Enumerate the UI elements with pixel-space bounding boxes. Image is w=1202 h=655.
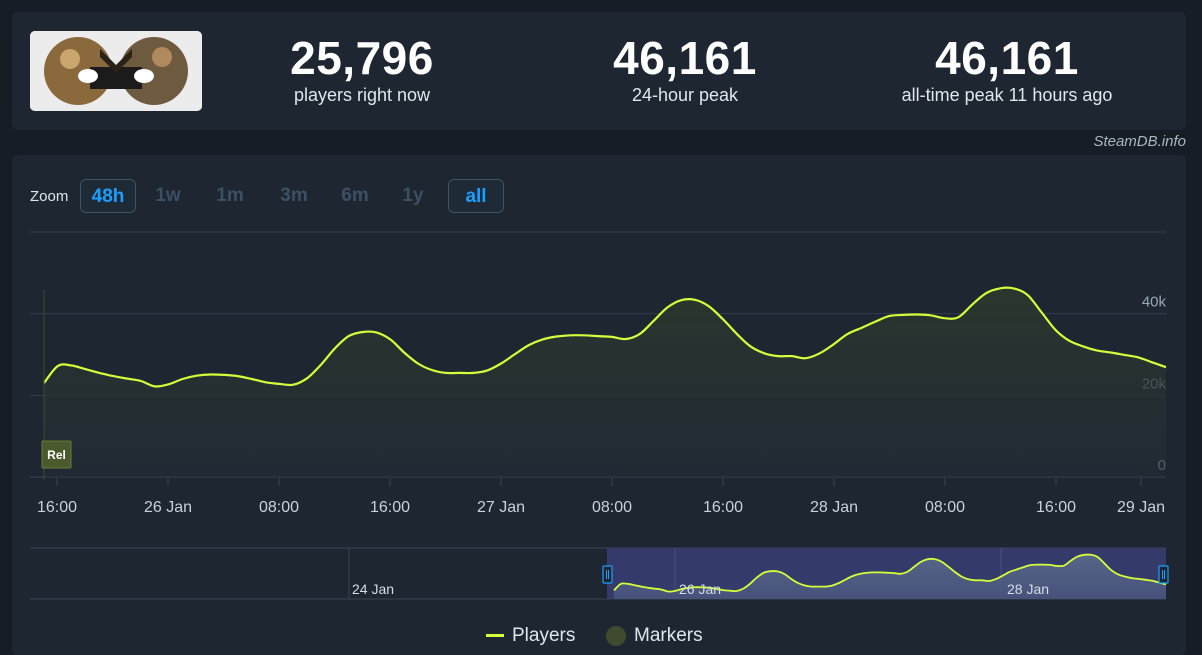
legend-players-label: Players: [512, 625, 576, 646]
legend-markers-label: Markers: [634, 625, 703, 646]
all-time-peak-label: all-time peak 11 hours ago: [901, 85, 1113, 105]
all-time-peak-stat: 46,161 all-time peak 11 hours ago: [867, 32, 1147, 106]
legend-markers-swatch: [606, 625, 626, 646]
zoom-1m-button[interactable]: 1m: [216, 185, 244, 206]
legend-players[interactable]: Players: [486, 625, 575, 647]
steamdb-credit[interactable]: SteamDB.info: [1093, 133, 1186, 150]
game-logo[interactable]: [30, 31, 202, 111]
current-players-label: players right now: [293, 85, 431, 105]
zoom-3m-button[interactable]: 3m: [280, 185, 308, 206]
zoom-1w-button[interactable]: 1w: [155, 185, 181, 206]
day-peak-value: 46,161: [613, 32, 757, 84]
zoom-1y-button[interactable]: 1y: [402, 185, 424, 206]
current-players-value: 25,796: [290, 32, 434, 84]
game-logo-art: [30, 31, 202, 111]
day-peak-label: 24-hour peak: [631, 85, 739, 105]
zoom-label: Zoom: [30, 188, 69, 205]
zoom-6m-button[interactable]: 6m: [341, 185, 369, 206]
legend-players-swatch: [486, 634, 504, 638]
current-players-stat: 25,796 players right now: [262, 32, 462, 106]
chart-card: Zoom 48h 1w 1m 3m 6m 1y all Players Mark…: [12, 155, 1186, 655]
all-time-peak-value: 46,161: [935, 32, 1079, 84]
legend-markers[interactable]: Markers: [606, 625, 703, 647]
day-peak-stat: 46,161 24-hour peak: [585, 32, 785, 106]
zoom-48h-button[interactable]: 48h: [80, 179, 136, 213]
stats-card: 25,796 players right now 46,161 24-hour …: [12, 12, 1186, 130]
zoom-all-button[interactable]: all: [448, 179, 504, 213]
